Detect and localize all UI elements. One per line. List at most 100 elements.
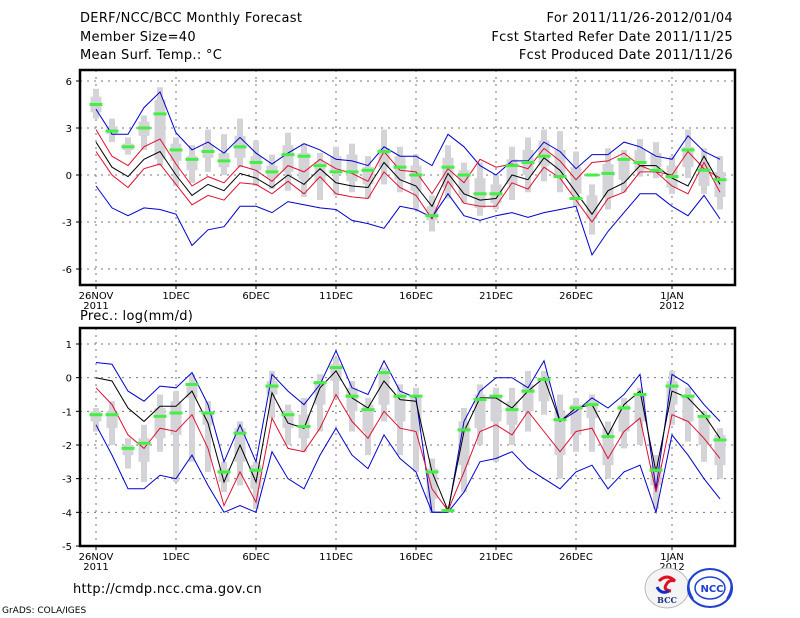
y-tick-label: -2 — [62, 441, 72, 452]
spread-box — [426, 468, 438, 499]
spread-box — [346, 387, 358, 412]
spread-box — [410, 397, 422, 432]
observed-marker — [361, 168, 375, 172]
spread-box — [650, 465, 662, 486]
spread-box — [362, 167, 374, 185]
spread-box-whisker — [189, 374, 195, 462]
observed-marker — [681, 148, 695, 152]
spread-box — [586, 401, 598, 419]
observed-marker — [617, 157, 631, 161]
spread-box — [538, 140, 550, 166]
chart-title: DERF/NCC/BCC Monthly Forecast — [80, 11, 303, 26]
observed-marker — [297, 154, 311, 158]
observed-marker — [249, 160, 263, 164]
observed-marker — [105, 413, 119, 417]
observed-marker — [233, 431, 247, 435]
observed-marker — [217, 470, 231, 474]
spread-box — [378, 148, 390, 168]
observed-marker — [137, 126, 151, 130]
spread-box — [698, 418, 710, 445]
observed-marker — [649, 168, 663, 172]
observed-marker — [297, 424, 311, 428]
spread-box — [586, 195, 598, 219]
spread-box — [682, 394, 694, 422]
footer-url[interactable]: http://cmdp.ncc.cma.gov.cn — [73, 582, 263, 597]
spread-box — [106, 411, 118, 429]
observed-marker — [585, 173, 599, 177]
x-tick-label: 21DEC — [479, 552, 513, 563]
y-tick-label: -3 — [62, 475, 72, 486]
observed-marker — [665, 175, 679, 179]
observed-marker — [441, 165, 455, 169]
y-tick-label: 6 — [66, 77, 72, 88]
spread-box — [170, 143, 182, 161]
observed-marker — [569, 406, 583, 410]
observed-marker — [153, 112, 167, 116]
observed-marker — [425, 214, 439, 218]
spread-box — [314, 381, 326, 405]
forecast-period: For 2011/11/26-2012/01/04 — [546, 11, 733, 26]
plot-frame — [78, 68, 737, 287]
x-tick-label: 6DEC — [242, 291, 269, 302]
observed-marker — [105, 129, 119, 133]
observed-marker — [489, 394, 503, 398]
observed-marker — [585, 403, 599, 407]
x-tick-label: 16DEC — [399, 552, 433, 563]
y-tick-label: 0 — [66, 171, 72, 182]
spread-box — [154, 407, 166, 439]
series-line-ensemble-mean — [95, 141, 721, 216]
observed-marker — [169, 411, 183, 415]
svg-text:NCC: NCC — [700, 584, 723, 595]
x-tick-sublabel: 2012 — [659, 301, 684, 312]
observed-marker — [697, 168, 711, 172]
spread-box — [330, 364, 342, 382]
observed-marker — [217, 159, 231, 163]
series-line-lower-inner — [95, 151, 721, 223]
spread-box — [122, 445, 134, 456]
spread-box — [506, 401, 518, 425]
observed-marker — [505, 408, 519, 412]
spread-box — [618, 404, 630, 432]
observed-marker — [473, 192, 487, 196]
observed-marker — [137, 441, 151, 445]
series-line-lower-bound — [95, 185, 721, 257]
observed-marker — [617, 406, 631, 410]
observed-marker — [681, 394, 695, 398]
spread-box-whisker — [205, 401, 211, 472]
spread-box — [250, 465, 262, 489]
series-line-inner — [95, 387, 721, 512]
observed-marker — [713, 178, 727, 182]
observed-marker — [633, 393, 647, 396]
observed-marker — [185, 157, 199, 161]
spread-box-whisker — [589, 394, 595, 452]
observed-marker — [265, 384, 279, 388]
observed-marker — [345, 394, 359, 398]
spread-box — [298, 153, 310, 180]
spread-box — [650, 153, 662, 168]
observed-marker — [409, 394, 423, 398]
observed-marker — [505, 164, 519, 168]
observed-marker — [313, 164, 327, 168]
observed-marker — [601, 435, 615, 439]
ncc-logo-icon: NCC — [687, 568, 733, 608]
spread-box — [538, 377, 550, 402]
spread-box — [474, 394, 486, 429]
observed-marker — [409, 173, 423, 177]
observed-marker — [393, 394, 407, 398]
x-tick-label: 26NOV — [79, 552, 114, 563]
spread-box — [410, 165, 422, 191]
spread-box-whisker — [173, 137, 179, 186]
x-tick-label: 6DEC — [242, 552, 269, 563]
observed-marker — [393, 165, 407, 169]
y-tick-label: -5 — [62, 542, 72, 553]
spread-box-whisker — [173, 391, 179, 483]
bcc-logo-icon: BCC — [644, 567, 690, 609]
x-tick-label: 1JAN — [660, 291, 683, 302]
spread-box — [458, 421, 470, 466]
observed-marker — [473, 398, 487, 402]
observed-marker — [537, 154, 551, 158]
spread-box — [394, 394, 406, 422]
spread-box — [490, 394, 502, 422]
spread-box — [362, 404, 374, 432]
observed-marker — [361, 408, 375, 412]
